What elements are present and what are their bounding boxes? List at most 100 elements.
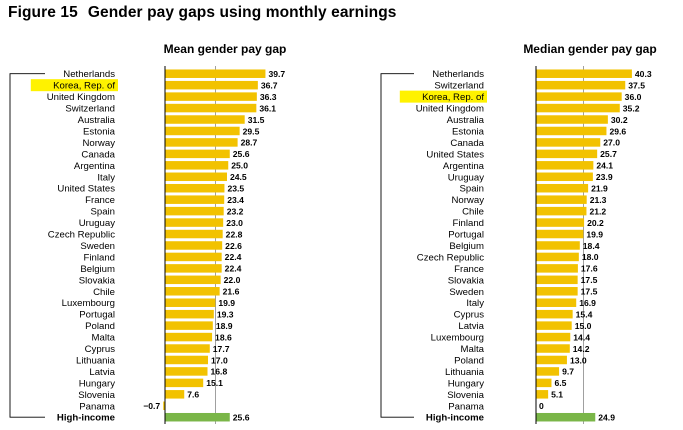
bar-canada [536, 138, 601, 147]
value-label-norway: 21.3 [590, 195, 607, 205]
highlight-korea-rep-of [399, 90, 487, 103]
category-label-switzerland: Switzerland [434, 81, 484, 92]
value-label-czech-republic: 22.8 [226, 229, 243, 239]
value-label-switzerland: 37.5 [628, 80, 645, 90]
bar-lithuania [536, 367, 560, 376]
value-label-estonia: 29.5 [243, 126, 260, 136]
bar-france [536, 264, 578, 273]
value-label-switzerland: 36.1 [259, 103, 276, 113]
value-label-korea-rep-of: 36.0 [625, 92, 642, 102]
category-label-latvia: Latvia [89, 367, 115, 378]
category-label-canada: Canada [450, 138, 484, 149]
figure-label: Figure 15 [8, 4, 78, 21]
bar-netherlands [536, 69, 632, 78]
category-label-australia: Australia [447, 115, 485, 126]
category-label-estonia: Estonia [452, 126, 485, 137]
category-label-norway: Norway [451, 195, 484, 206]
value-label-czech-republic: 18.0 [582, 252, 599, 262]
category-label-australia: Australia [78, 115, 116, 126]
bar-portugal [165, 309, 214, 319]
value-label-chile: 21.6 [223, 287, 240, 297]
category-label-czech-republic: Czech Republic [417, 252, 484, 263]
category-label-sweden: Sweden [449, 287, 484, 298]
bar-chile [536, 206, 587, 216]
category-label-korea-rep-of: Korea, Rep. of [53, 81, 115, 92]
category-label-belgium: Belgium [80, 264, 115, 275]
value-label-lithuania: 17.0 [211, 355, 228, 365]
value-label-uruguay: 23.9 [596, 172, 613, 182]
category-label-netherlands: Netherlands [63, 69, 115, 80]
bar-belgium [536, 241, 580, 250]
value-label-finland: 20.2 [587, 218, 604, 228]
category-label-luxembourg: Luxembourg [431, 333, 484, 344]
value-label-belgium: 18.4 [583, 241, 600, 251]
category-label-poland: Poland [454, 355, 484, 366]
value-label-estonia: 29.6 [609, 126, 626, 136]
value-label-sweden: 22.6 [225, 241, 242, 251]
category-label-cyprus: Cyprus [454, 310, 485, 321]
category-label-korea-rep-of: Korea, Rep. of [422, 92, 484, 103]
value-label-finland: 22.4 [225, 252, 242, 262]
bar-canada [165, 149, 230, 159]
bar-estonia [165, 126, 240, 136]
category-label-united-kingdom: United Kingdom [416, 104, 484, 115]
category-label-chile: Chile [93, 287, 115, 298]
bar-latvia [165, 367, 208, 376]
bar-belgium [165, 264, 222, 273]
bar-high-income [165, 412, 230, 422]
value-label-australia: 30.2 [611, 115, 628, 125]
category-label-italy: Italy [97, 172, 115, 183]
bar-france [165, 195, 225, 204]
highlight-korea-rep-of [30, 79, 118, 92]
category-label-poland: Poland [85, 321, 115, 332]
bar-portugal [536, 229, 584, 239]
category-label-portugal: Portugal [448, 230, 484, 241]
bar-norway [536, 195, 587, 204]
bar-slovakia [165, 275, 221, 285]
bar-poland [165, 321, 213, 330]
bar-hungary [536, 378, 552, 388]
category-label-united-kingdom: United Kingdom [47, 92, 115, 103]
category-label-france: France [454, 264, 484, 275]
bar-norway [165, 138, 238, 147]
category-label-spain: Spain [459, 184, 484, 195]
bracket-line [9, 73, 45, 418]
category-label-cyprus: Cyprus [85, 344, 116, 355]
value-label-norway: 28.7 [241, 138, 258, 148]
value-label-united-kingdom: 36.3 [260, 92, 277, 102]
value-label-france: 17.6 [581, 264, 598, 274]
bar-finland [165, 252, 222, 262]
value-label-cyprus: 17.7 [213, 344, 230, 354]
bar-united-kingdom [536, 103, 620, 113]
bar-czech-republic [165, 229, 223, 239]
bar-netherlands [165, 69, 266, 78]
value-label-poland: 18.9 [216, 321, 233, 331]
bar-switzerland [536, 80, 626, 90]
category-label-lithuania: Lithuania [76, 355, 116, 366]
category-label-estonia: Estonia [83, 126, 116, 137]
value-label-malta: 14.2 [573, 344, 590, 354]
bar-argentina [165, 161, 229, 170]
category-label-canada: Canada [81, 149, 115, 160]
value-label-italy: 24.5 [230, 172, 247, 182]
category-label-belgium: Belgium [449, 241, 484, 252]
category-label-hungary: Hungary [79, 378, 115, 389]
bar-cyprus [536, 309, 573, 319]
value-label-italy: 16.9 [579, 298, 596, 308]
value-label-sweden: 17.5 [581, 287, 598, 297]
bar-panama [163, 401, 165, 411]
category-label-latvia: Latvia [458, 321, 484, 332]
bar-united-kingdom [165, 92, 257, 101]
category-label-argentina: Argentina [443, 161, 485, 172]
value-label-argentina: 24.1 [596, 161, 613, 171]
bar-slovenia [165, 390, 185, 399]
category-label-luxembourg: Luxembourg [62, 298, 115, 309]
category-label-finland: Finland [453, 218, 484, 229]
category-label-malta: Malta [461, 344, 485, 355]
median-panel-title: Median gender pay gap [523, 42, 657, 56]
bar-united-states [536, 149, 598, 159]
bar-sweden [165, 241, 223, 250]
category-label-slovenia: Slovenia [78, 390, 115, 401]
bar-latvia [536, 321, 572, 330]
value-label-luxembourg: 14.4 [573, 332, 590, 342]
